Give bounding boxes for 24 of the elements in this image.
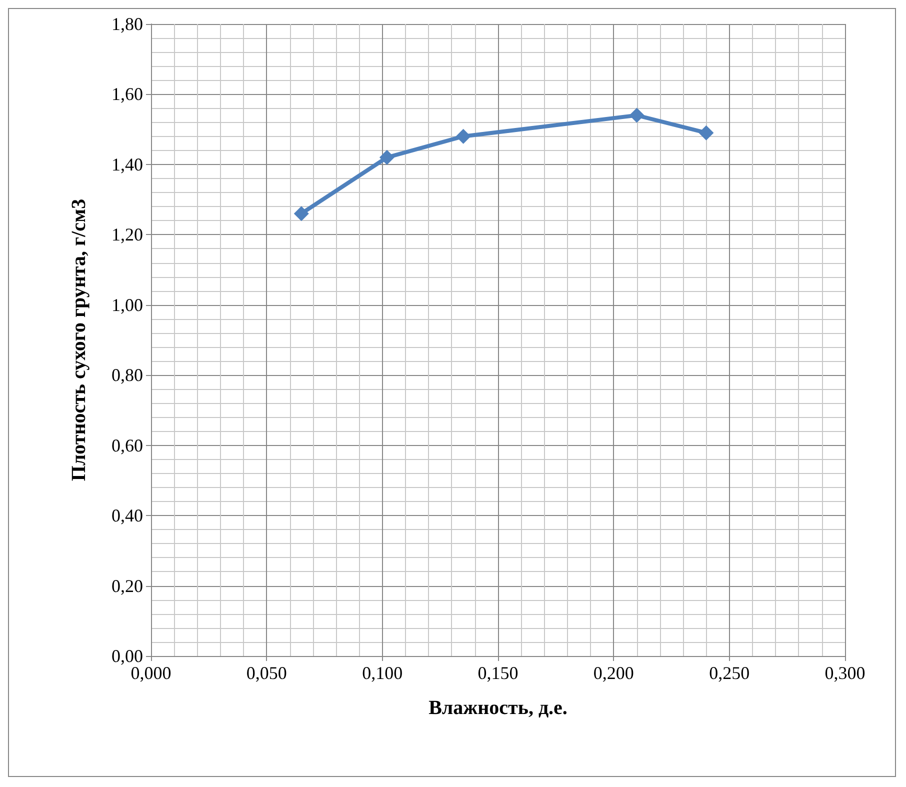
y-tick-label: 0,40 [112,506,143,526]
x-tick-label: 0,250 [709,663,750,683]
y-tick-label: 1,00 [112,294,143,315]
y-tick-label: 1,40 [112,154,143,174]
x-tick-label: 0,050 [246,663,287,683]
y-tick-label: 0,00 [112,646,143,666]
x-tick-label: 0,200 [593,663,634,683]
x-axis-title: Влажность, д.е. [428,697,568,719]
y-axis-title: Плотность сухого грунта, г/см3 [68,198,90,482]
y-tick-label: 1,80 [112,14,143,34]
x-tick-label: 0,100 [362,663,403,683]
point [456,128,471,144]
point [294,206,309,222]
y-tick-label: 0,80 [112,365,143,386]
x-tick-label: 0,000 [130,663,172,683]
y-tick-label: 1,20 [112,224,143,245]
y-tick-label: 0,60 [112,435,143,456]
x-tick-label: 0,300 [824,663,866,683]
point [379,150,394,165]
point [629,108,644,123]
x-tick-label: 0,150 [478,663,518,683]
y-tick-label: 0,20 [112,576,143,596]
point [698,125,714,140]
y-tick-label: 1,60 [112,84,143,104]
